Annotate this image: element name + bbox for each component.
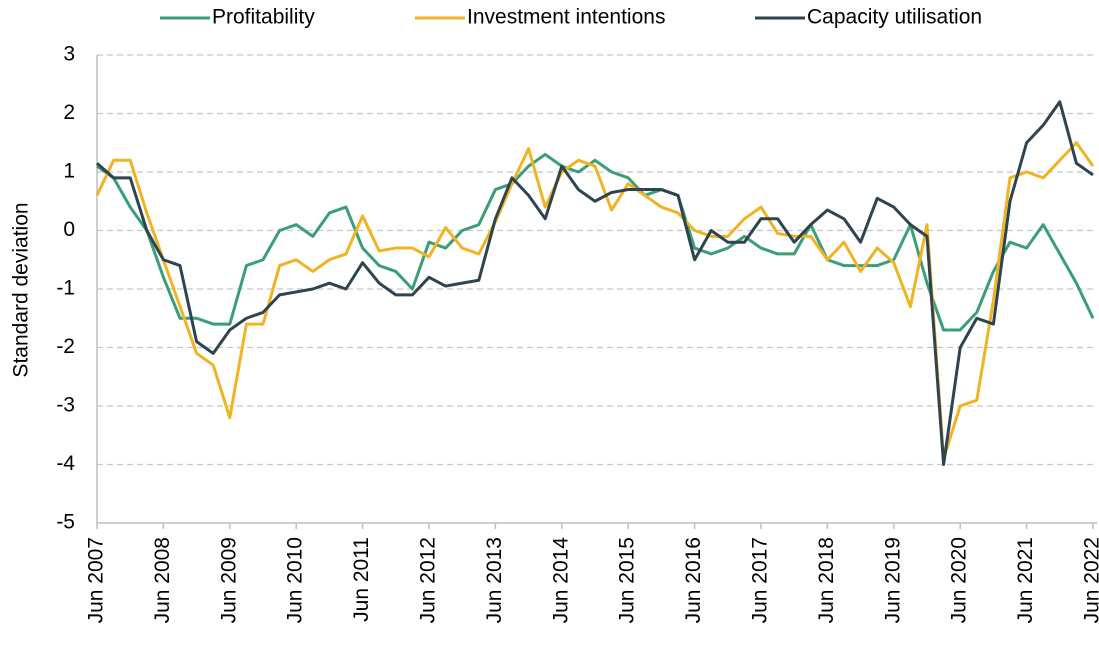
x-tick-label: Jun 2012: [417, 537, 440, 623]
x-tick-label: Jun 2016: [682, 537, 705, 623]
y-tick-label: -4: [56, 452, 75, 475]
legend-label: Capacity utilisation: [807, 6, 982, 29]
series-line: [96, 100, 1094, 466]
x-tick-label: Jun 2020: [948, 537, 971, 623]
series-line: [96, 152, 1095, 332]
x-tick-label: Jun 2007: [85, 537, 108, 623]
y-tick-label: -3: [56, 394, 75, 417]
x-tick-label: Jun 2019: [881, 537, 904, 623]
x-tick-label: Jun 2010: [284, 537, 307, 623]
x-tick-label: Jun 2013: [483, 537, 506, 623]
x-tick-label: Jun 2009: [217, 537, 240, 623]
x-tick-label: Jun 2017: [749, 537, 772, 623]
y-tick-label: 0: [63, 218, 75, 241]
x-tick-label: Jun 2018: [815, 537, 838, 623]
y-tick-label: 3: [63, 43, 75, 66]
y-tick-label: -5: [56, 511, 75, 534]
y-tick-label: -1: [56, 277, 75, 300]
legend-label: Investment intentions: [467, 6, 665, 29]
x-tick-label: Jun 2011: [350, 537, 373, 622]
x-tick-label: Jun 2008: [151, 537, 174, 623]
x-tick-label: Jun 2014: [549, 537, 572, 624]
x-tick-label: Jun 2022: [1081, 537, 1099, 623]
series-line: [95, 141, 1095, 461]
legend-label: Profitability: [212, 6, 315, 29]
x-tick-label: Jun 2015: [616, 537, 639, 623]
y-tick-label: 2: [63, 101, 75, 124]
y-tick-label: 1: [63, 160, 75, 183]
y-axis-label: Standard deviation: [10, 202, 33, 377]
x-tick-label: Jun 2021: [1014, 537, 1037, 623]
y-tick-label: -2: [56, 335, 75, 358]
